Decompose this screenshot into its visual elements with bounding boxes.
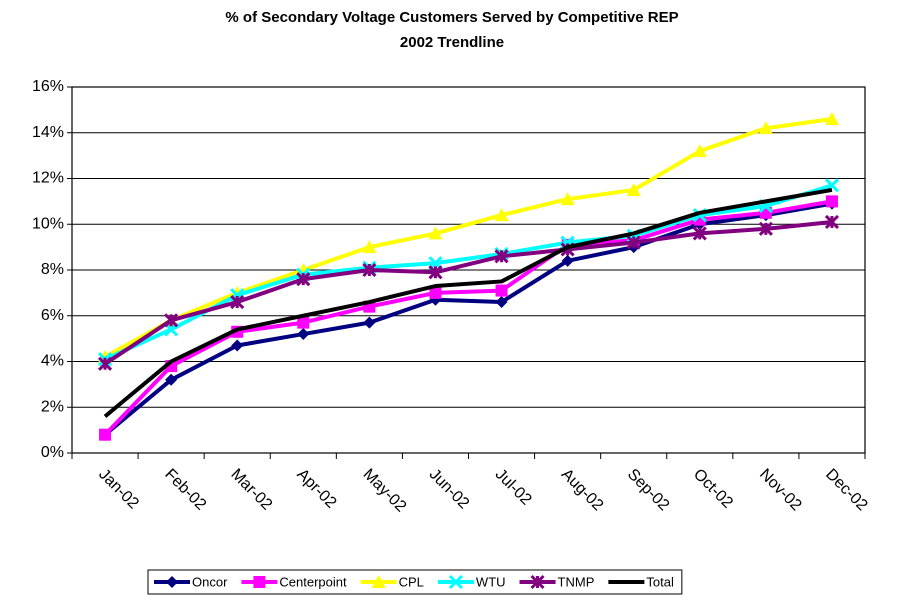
marker — [230, 294, 245, 310]
marker — [296, 272, 311, 287]
y-tick-label: 2% — [41, 398, 64, 415]
marker — [362, 262, 377, 278]
series-line — [104, 183, 833, 362]
marker — [164, 313, 179, 328]
marker — [692, 144, 707, 158]
legend-item: Centerpoint — [241, 574, 347, 589]
chart-title: % of Secondary Voltage Customers Served … — [225, 9, 678, 26]
legend-label: Total — [646, 574, 674, 589]
y-tick-label: 6% — [41, 307, 64, 324]
y-tick-label: 12% — [32, 170, 64, 187]
marker — [530, 574, 545, 590]
marker — [692, 226, 707, 241]
marker — [165, 373, 178, 386]
y-tick-label: 0% — [41, 444, 64, 461]
y-tick-label: 8% — [41, 261, 64, 278]
legend-label: TNMP — [558, 574, 595, 589]
series-line — [104, 117, 833, 359]
marker — [166, 576, 178, 588]
legend-item: CPL — [360, 574, 424, 589]
marker — [495, 296, 508, 309]
marker — [428, 226, 443, 240]
legend-item: Total — [608, 574, 674, 589]
y-tick-label: 4% — [41, 353, 64, 370]
legend-label: Centerpoint — [279, 574, 347, 589]
marker — [494, 249, 509, 264]
marker — [97, 356, 113, 371]
legend-box — [147, 569, 683, 595]
marker — [758, 121, 773, 135]
legend-label: CPL — [399, 574, 424, 589]
legend-item: WTU — [437, 574, 506, 590]
marker — [297, 328, 310, 341]
marker — [824, 112, 839, 126]
marker — [495, 284, 508, 297]
legend-label: WTU — [476, 574, 506, 589]
marker — [758, 221, 773, 236]
y-tick-label: 16% — [32, 78, 64, 95]
marker — [231, 339, 244, 352]
marker — [429, 286, 442, 299]
marker — [448, 574, 463, 590]
marker — [626, 182, 641, 196]
marker — [362, 240, 377, 254]
marker — [825, 195, 838, 208]
legend: Oncor Centerpoint CPL WTU TNMP Total — [147, 569, 683, 595]
marker — [253, 576, 266, 588]
marker — [363, 316, 376, 329]
series-line — [103, 187, 833, 418]
marker — [561, 254, 574, 267]
marker — [371, 575, 386, 588]
marker — [560, 192, 575, 206]
series-line — [103, 219, 833, 366]
legend-label: Oncor — [192, 574, 228, 589]
marker — [494, 208, 509, 222]
legend-item: Oncor — [154, 574, 228, 589]
marker — [297, 316, 310, 329]
marker — [428, 265, 443, 280]
series-line — [103, 199, 833, 437]
y-tick-label: 14% — [32, 124, 64, 141]
chart-subtitle: 2002 Trendline — [400, 34, 504, 51]
marker — [824, 214, 840, 230]
marker — [99, 428, 112, 441]
marker — [626, 235, 641, 250]
y-tick-label: 10% — [32, 215, 64, 232]
legend-item: TNMP — [519, 574, 595, 590]
series-line — [103, 201, 833, 437]
